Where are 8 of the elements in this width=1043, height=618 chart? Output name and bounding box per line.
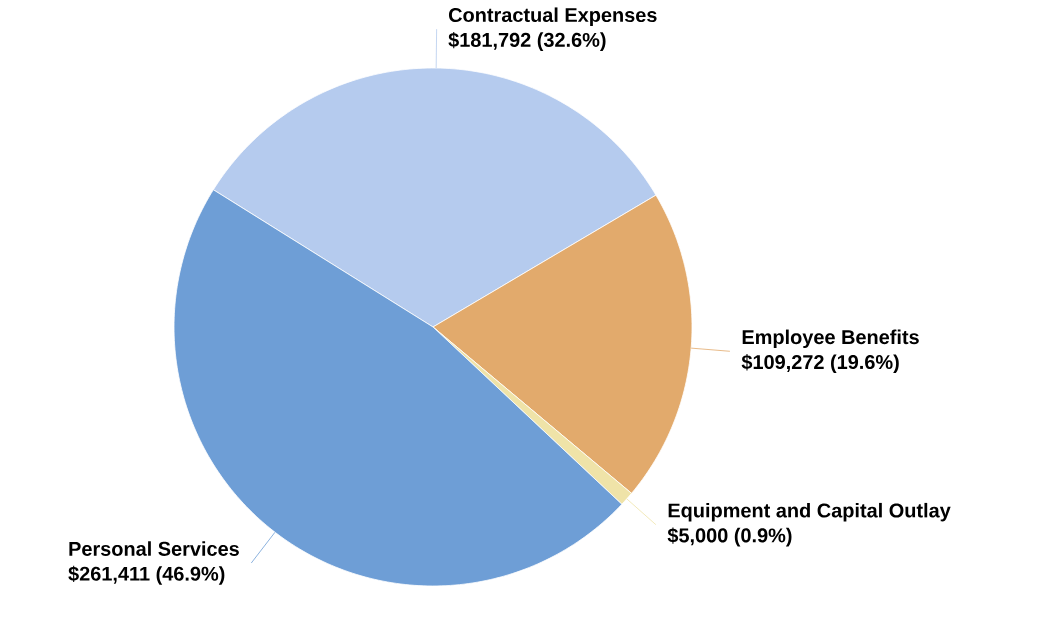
slice-label: Equipment and Capital Outlay — [668, 502, 951, 522]
data-label: $5,000 (0.9%) — [667, 527, 792, 547]
slice-label: Employee Benefits — [742, 329, 919, 349]
data-label: $109,272 (19.6%) — [741, 354, 899, 374]
data-label: $181,792 (32.6%) — [448, 31, 606, 51]
slice-label: Personal Services — [69, 541, 239, 556]
data-label: $261,411 (46.9%) — [68, 565, 225, 585]
slice-label: Contractual Expenses — [448, 7, 657, 26]
